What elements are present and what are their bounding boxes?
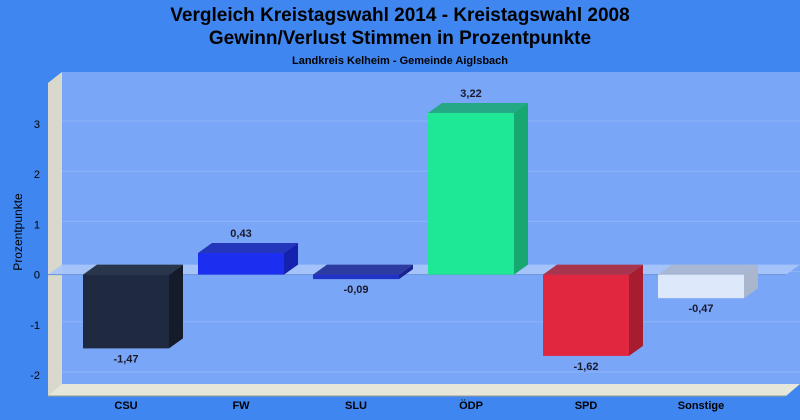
y-tick-label: 3 — [34, 119, 40, 131]
bars — [83, 102, 758, 356]
value-labels: -1,47 0,43 -0,09 3,22 -1,62 -0,47 — [113, 88, 713, 373]
y-tick-label: 1 — [34, 219, 40, 231]
bar-side — [744, 264, 758, 299]
bar-top — [83, 264, 183, 275]
data-label: -1,62 — [573, 361, 598, 373]
chart-subtitle: Landkreis Kelheim - Gemeinde Aiglsbach — [292, 55, 508, 67]
y-axis-label: Prozentpunkte — [11, 193, 25, 271]
y-tick-label: -2 — [30, 370, 40, 382]
bar-spd — [543, 264, 643, 356]
y-tick-label: -1 — [30, 320, 40, 332]
x-tick-label: Sonstige — [678, 400, 724, 412]
data-label: -1,47 — [113, 353, 138, 365]
data-label: -0,09 — [343, 284, 368, 296]
bar-face — [428, 112, 514, 275]
y-tick-label: 0 — [34, 270, 40, 282]
data-label: -0,47 — [688, 303, 713, 315]
bar-side — [629, 264, 643, 356]
bar-face — [313, 274, 399, 280]
chart-title-line2: Gewinn/Verlust Stimmen in Prozentpunkte — [209, 28, 591, 49]
bar-side — [284, 243, 298, 275]
bar-top — [313, 264, 413, 275]
bar-face — [83, 274, 169, 349]
data-label: 0,43 — [230, 228, 251, 240]
bar-ödp — [428, 102, 528, 275]
chart-title-line1: Vergleich Kreistagswahl 2014 - Kreistags… — [170, 5, 629, 26]
y-tick-label: 2 — [34, 169, 40, 181]
bar-top — [658, 264, 758, 275]
y-axis: 3 2 1 0 -1 -2 — [30, 119, 40, 382]
x-tick-label: SPD — [575, 400, 598, 412]
bar-top — [198, 243, 298, 254]
bar-side — [514, 102, 528, 275]
x-tick-label: ÖDP — [459, 399, 483, 412]
bar-slu — [313, 264, 413, 280]
x-axis: CSU FW SLU ÖDP SPD Sonstige — [114, 399, 724, 412]
x-tick-label: SLU — [345, 400, 367, 412]
bar-face — [658, 274, 744, 299]
bar-top — [428, 102, 528, 113]
bar-side — [169, 264, 183, 349]
bar-side — [399, 264, 413, 280]
x-tick-label: CSU — [114, 400, 137, 412]
bar-face — [543, 274, 629, 356]
bar-face — [198, 253, 284, 275]
x-tick-label: FW — [232, 400, 250, 412]
bar-fw — [198, 243, 298, 275]
bar-top — [543, 264, 643, 275]
data-label: 3,22 — [460, 88, 481, 100]
bar-sonstige — [658, 264, 758, 299]
bar-csu — [83, 264, 183, 349]
